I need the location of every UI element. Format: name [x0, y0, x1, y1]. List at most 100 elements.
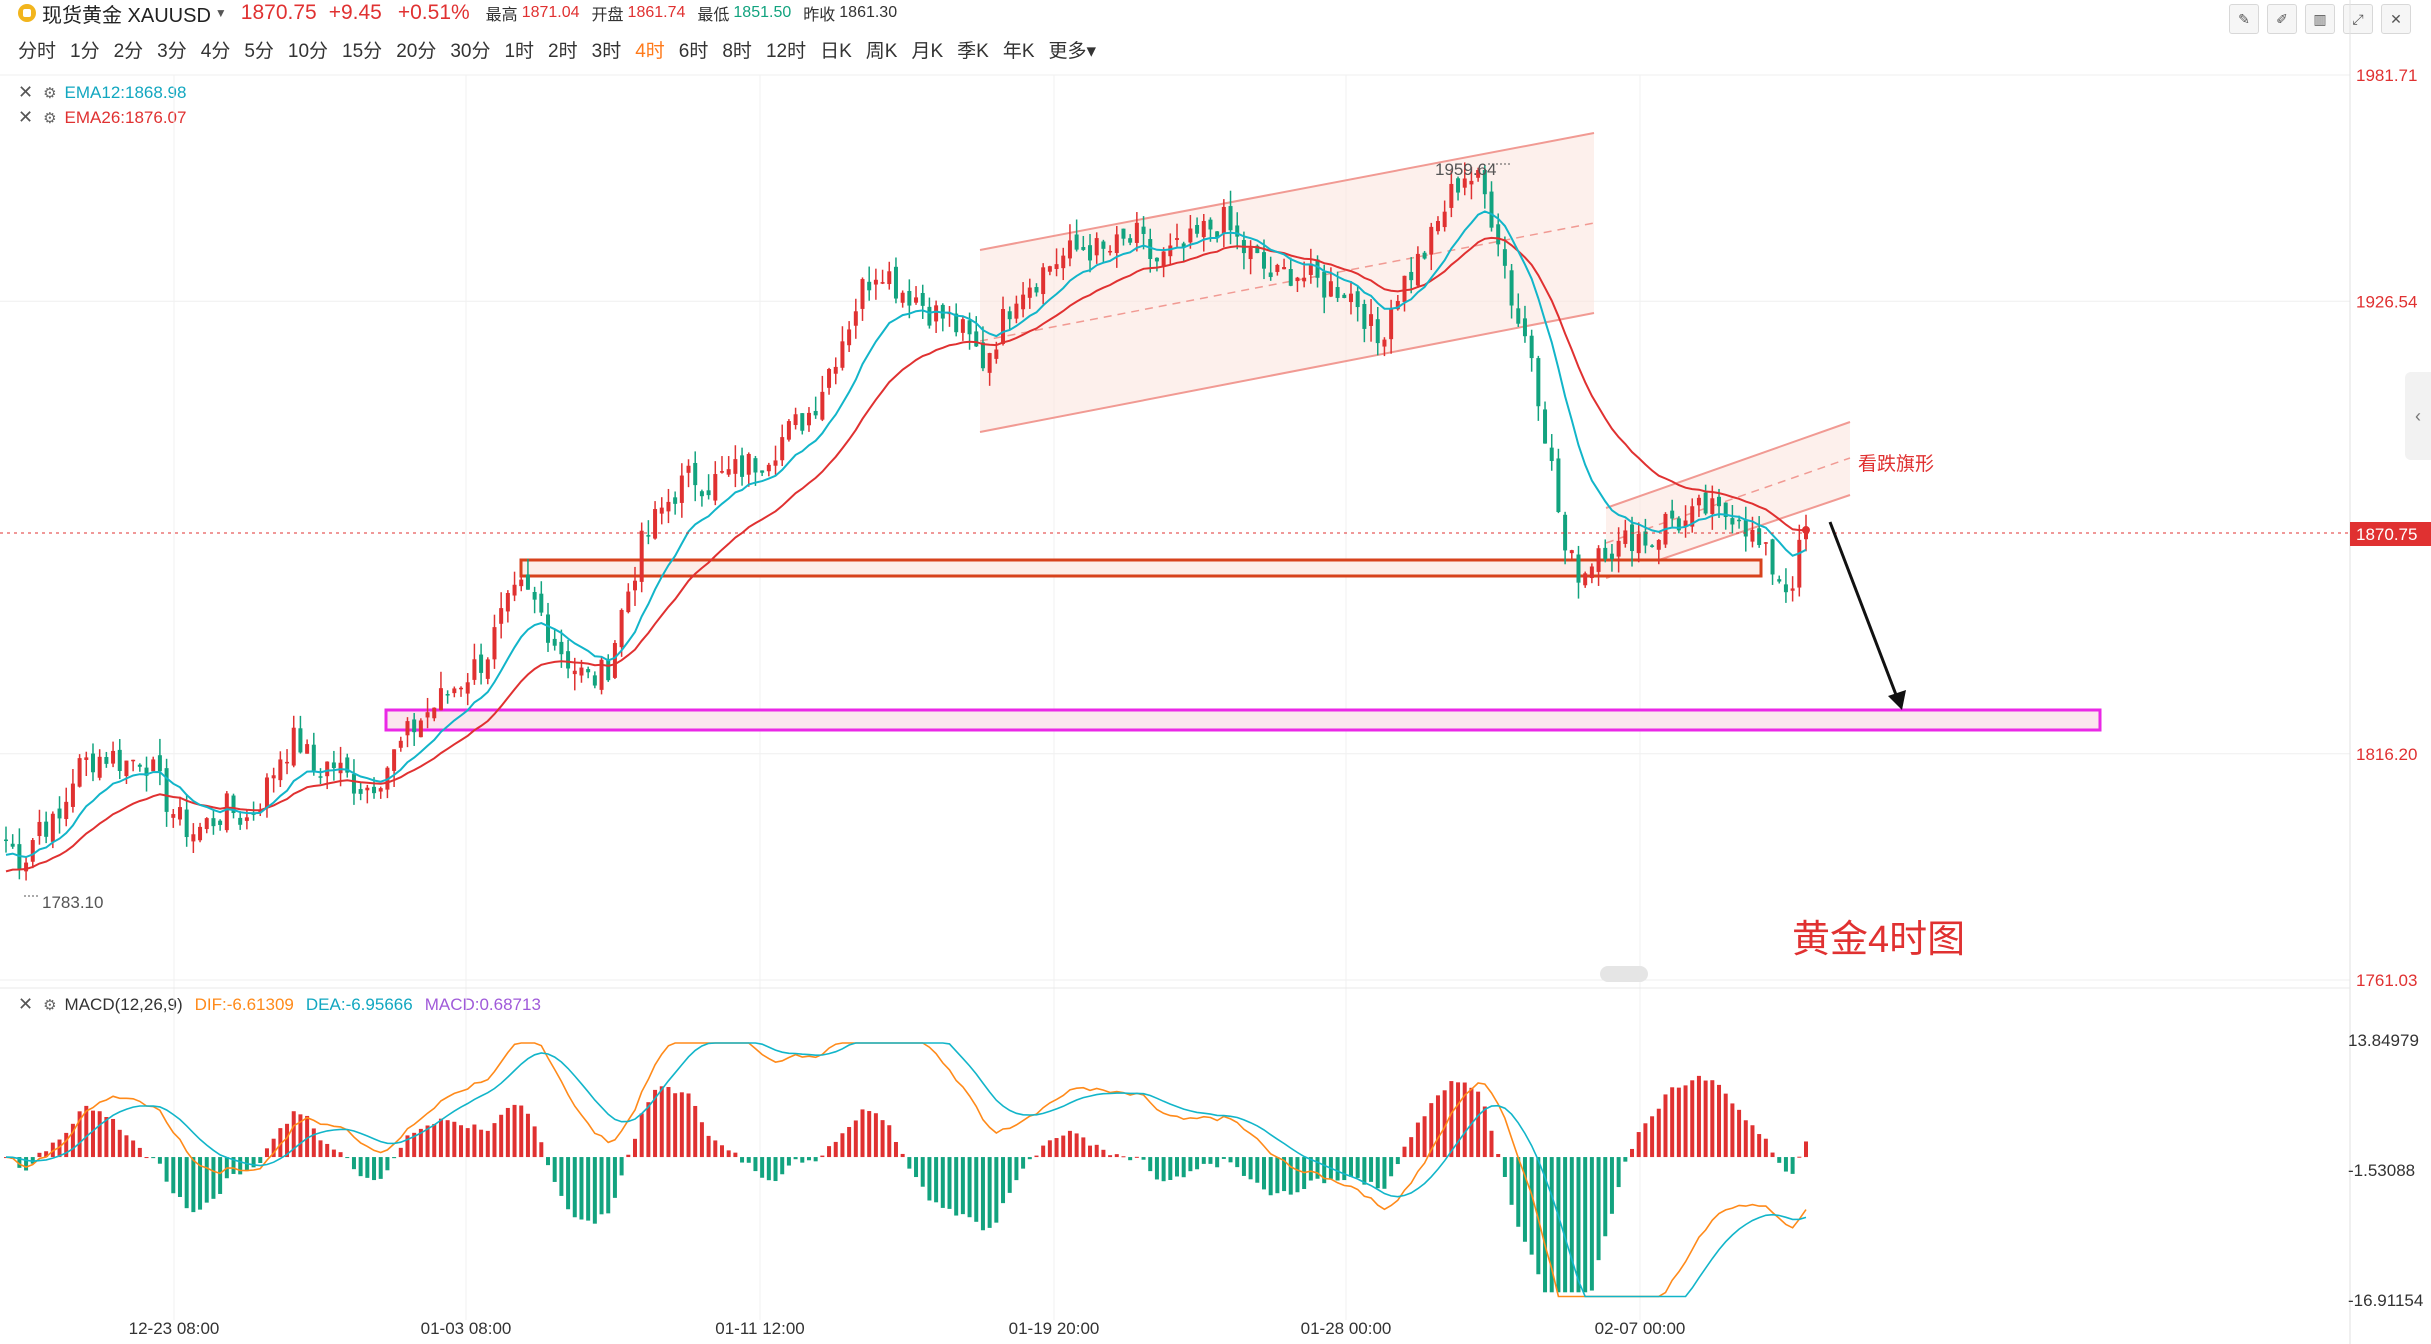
candle-body: [860, 279, 865, 309]
candle-body: [539, 593, 544, 613]
candle-body: [1630, 524, 1635, 552]
chevron-down-icon[interactable]: ▼: [214, 6, 227, 20]
period-tab[interactable]: 15分: [342, 41, 383, 62]
candle-body: [1208, 219, 1213, 230]
macd-bar: [1402, 1146, 1407, 1158]
price-tick-label: 1981.71: [2356, 66, 2417, 85]
candle-body: [847, 329, 852, 346]
candle-body: [479, 654, 484, 673]
macd-bar: [1549, 1157, 1554, 1293]
macd-bar: [1268, 1157, 1273, 1196]
close-icon[interactable]: ✕: [18, 107, 34, 127]
macd-bar: [124, 1135, 129, 1158]
candle-body: [900, 292, 905, 303]
macd-bar: [1074, 1133, 1079, 1158]
period-tab[interactable]: 5分: [244, 41, 274, 62]
macd-bar: [1108, 1155, 1113, 1158]
close-icon[interactable]: ✕: [2381, 4, 2411, 34]
period-tab[interactable]: 3分: [157, 41, 187, 62]
candle-body: [485, 659, 490, 679]
period-tab[interactable]: 日K: [820, 41, 852, 62]
macd-bar: [1235, 1157, 1240, 1168]
candle-body: [1108, 250, 1113, 253]
period-tab[interactable]: 1时: [504, 41, 535, 62]
period-tab[interactable]: 年K: [1002, 41, 1035, 62]
close-icon[interactable]: ✕: [18, 994, 34, 1014]
settings-icon[interactable]: ⚙: [43, 84, 57, 102]
macd-bar: [1181, 1157, 1186, 1178]
settings-icon[interactable]: ⚙: [43, 109, 57, 127]
period-tab[interactable]: 2分: [113, 41, 144, 62]
period-tab[interactable]: 更多▾: [1048, 41, 1097, 62]
candle-body: [927, 306, 932, 326]
macd-bar: [599, 1157, 604, 1215]
period-tab[interactable]: 10分: [287, 41, 329, 62]
macd-bar: [1094, 1144, 1099, 1158]
price-tick-label: 1816.20: [2356, 745, 2417, 764]
macd-bar: [492, 1123, 497, 1158]
macd-bar: [1081, 1137, 1086, 1158]
macd-bar: [1509, 1157, 1514, 1205]
quote-header: 现货黄金 XAUUSD ▼ 1870.75 +9.45 +0.51% 最高 18…: [0, 0, 2431, 27]
candle-body: [1743, 519, 1748, 537]
macd-bar: [1630, 1148, 1635, 1158]
side-panel-toggle[interactable]: ‹: [2405, 372, 2431, 460]
candle-body: [1007, 311, 1012, 320]
period-tab[interactable]: 6时: [678, 41, 709, 62]
macd-bar: [1435, 1095, 1440, 1158]
candle-body: [1154, 257, 1159, 262]
candle-type-icon[interactable]: ▥: [2305, 4, 2335, 34]
candle-body: [733, 459, 738, 474]
candle-body: [137, 764, 142, 767]
symbol-selector[interactable]: 现货黄金 XAUUSD: [42, 4, 211, 27]
macd-bar: [1034, 1155, 1039, 1158]
macd-bar: [137, 1147, 142, 1158]
macd-bar: [1248, 1157, 1253, 1180]
period-tab[interactable]: 4分: [200, 41, 231, 62]
candle-body: [773, 460, 778, 466]
macd-bar: [1322, 1157, 1327, 1184]
candle-body: [1101, 241, 1106, 249]
high-mark: 1959.64: [1435, 160, 1496, 179]
macd-bar: [1663, 1094, 1668, 1158]
close-icon[interactable]: ✕: [18, 82, 34, 102]
pen-icon[interactable]: ✐: [2267, 4, 2297, 34]
period-tab[interactable]: 8时: [722, 41, 752, 62]
candle-body: [512, 584, 517, 596]
candle-body: [519, 579, 524, 587]
candle-body: [285, 761, 290, 764]
period-tab[interactable]: 3时: [591, 41, 622, 62]
macd-bar: [104, 1116, 109, 1158]
period-tab[interactable]: 20分: [396, 41, 437, 62]
candle-body: [271, 775, 276, 779]
macd-bar: [1710, 1080, 1715, 1158]
period-tab[interactable]: 12时: [765, 41, 807, 62]
period-tab[interactable]: 4时: [635, 41, 665, 62]
period-tab[interactable]: 月K: [911, 41, 944, 62]
period-tab[interactable]: 2时: [548, 41, 578, 62]
macd-bar: [1616, 1157, 1621, 1188]
candle-body: [1021, 294, 1026, 310]
candle-body: [1255, 245, 1260, 254]
macd-bar: [1175, 1157, 1180, 1177]
period-tab[interactable]: 分时: [18, 41, 57, 62]
period-tabs: 分时 1分 2分 3分 4分 5分 10分 15分 20分 30分 1时 2时 3时 4时 6时 8时 12时日…: [18, 36, 1110, 62]
macd-bar: [1757, 1134, 1762, 1158]
last-price: 1870.75: [240, 1, 317, 24]
candle-body: [1348, 293, 1353, 303]
candle-body: [873, 279, 878, 285]
settings-icon[interactable]: ⚙: [43, 996, 57, 1014]
macd-bar: [1522, 1157, 1527, 1242]
period-tab[interactable]: 30分: [450, 41, 491, 62]
period-tab[interactable]: 1分: [70, 41, 100, 62]
draw-line-icon[interactable]: ✎: [2229, 4, 2259, 34]
macd-bar: [1556, 1157, 1561, 1293]
scroll-handle[interactable]: [1600, 966, 1648, 982]
time-tick-label: 01-19 20:00: [1009, 1319, 1100, 1338]
period-tab[interactable]: 周K: [865, 41, 898, 62]
macd-bar: [1703, 1080, 1708, 1158]
expand-icon[interactable]: ⤢: [2343, 4, 2373, 34]
period-tab[interactable]: 季K: [957, 41, 989, 62]
open-label: 开盘: [591, 7, 624, 24]
